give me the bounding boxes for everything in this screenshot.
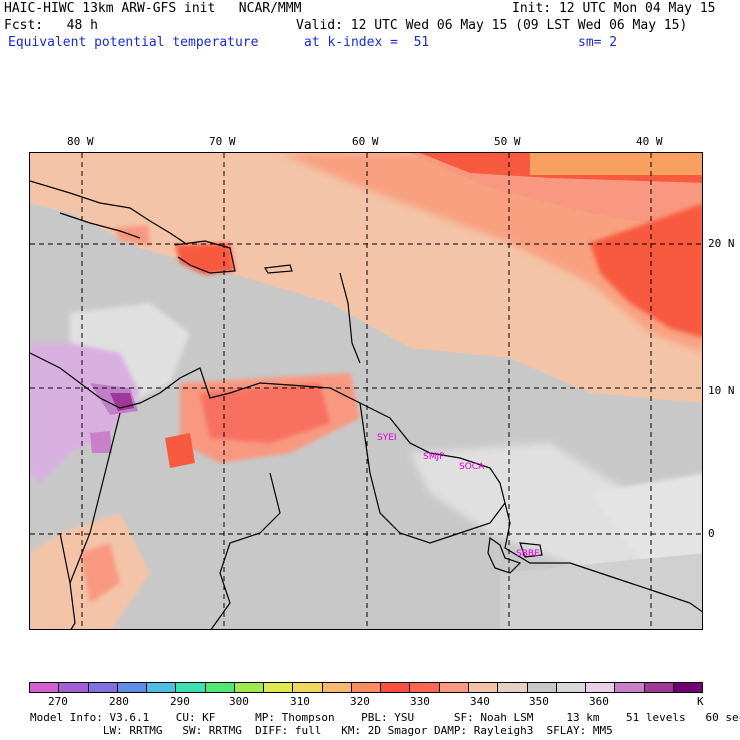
color-swatch — [30, 683, 60, 692]
level-indicator: at k-index = 51 — [304, 35, 430, 50]
color-swatch — [59, 683, 89, 692]
lon-label-50w: 50 W — [494, 135, 521, 148]
color-swatch — [117, 683, 148, 692]
color-swatch — [527, 683, 557, 692]
color-swatch — [673, 683, 703, 692]
color-swatch — [351, 683, 382, 692]
color-swatch — [410, 683, 440, 692]
color-swatch — [88, 683, 118, 692]
station-syei: SYEI — [377, 433, 397, 443]
lat-label-10n: 10 N — [708, 384, 735, 397]
color-swatch — [615, 683, 645, 692]
cb-tick-280: 280 — [109, 695, 129, 708]
valid-time: Valid: 12 UTC Wed 06 May 15 (09 LST Wed … — [296, 18, 688, 33]
color-swatch — [176, 683, 206, 692]
color-swatch — [381, 683, 411, 692]
color-swatch — [293, 683, 323, 692]
color-swatch — [234, 683, 265, 692]
lat-label-0: 0 — [708, 527, 715, 540]
station-smjp: SMJP — [423, 452, 445, 462]
cb-unit: K — [697, 695, 704, 708]
lon-label-70w: 70 W — [209, 135, 236, 148]
model-title: HAIC-HIWC 13km ARW-GFS init NCAR/MMM — [4, 1, 302, 16]
theta-e-field — [30, 153, 702, 629]
forecast-hour: Fcst: 48 h — [4, 18, 98, 33]
cb-tick-350: 350 — [529, 695, 549, 708]
field-name: Equivalent potential temperature — [8, 35, 259, 50]
cb-tick-360: 360 — [589, 695, 609, 708]
lon-label-80w: 80 W — [67, 135, 94, 148]
color-swatch — [644, 683, 674, 692]
cb-tick-340: 340 — [470, 695, 490, 708]
color-swatch — [147, 683, 177, 692]
lon-label-60w: 60 W — [352, 135, 379, 148]
model-info-line2: LW: RRTMG SW: RRTMG DIFF: full KM: 2D Sm… — [30, 724, 613, 737]
color-scale-bar — [29, 682, 703, 693]
cb-tick-300: 300 — [229, 695, 249, 708]
color-swatch — [439, 683, 469, 692]
model-info-line1: Model Info: V3.6.1 CU: KF MP: Thompson P… — [30, 711, 740, 724]
cb-tick-310: 310 — [290, 695, 310, 708]
color-swatch — [264, 683, 294, 692]
lon-label-40w: 40 W — [636, 135, 663, 148]
map-panel[interactable]: SYEI SMJP SOCA SBBE — [29, 152, 703, 630]
station-soca: SOCA — [459, 462, 485, 472]
color-swatch — [468, 683, 499, 692]
color-swatch — [322, 683, 352, 692]
cb-tick-320: 320 — [350, 695, 370, 708]
init-time: Init: 12 UTC Mon 04 May 15 — [512, 1, 716, 16]
lat-label-20n: 20 N — [708, 237, 735, 250]
color-swatch — [556, 683, 587, 692]
station-sbbe: SBBE — [516, 549, 540, 559]
smoothing-indicator: sm= 2 — [578, 35, 618, 50]
cb-tick-290: 290 — [170, 695, 190, 708]
cb-tick-270: 270 — [48, 695, 68, 708]
color-swatch — [205, 683, 235, 692]
cb-tick-330: 330 — [410, 695, 430, 708]
color-swatch — [586, 683, 616, 692]
color-swatch — [498, 683, 528, 692]
